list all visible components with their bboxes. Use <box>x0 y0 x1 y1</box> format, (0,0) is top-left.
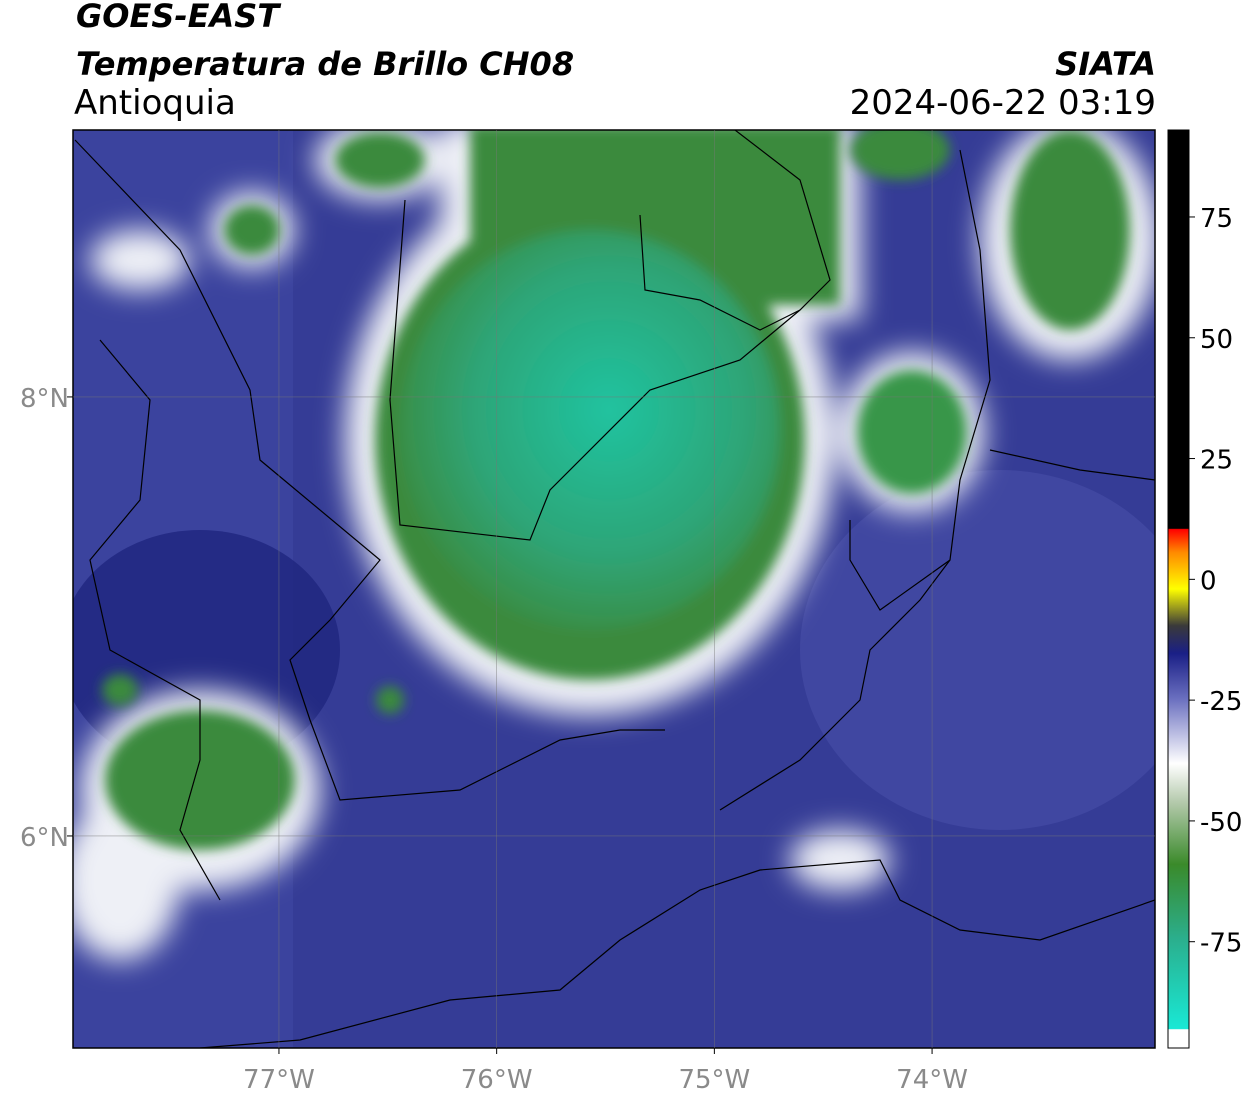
colorbar <box>1167 129 1190 1049</box>
region: Antioquia <box>74 83 236 123</box>
colorbar-tick-label: -25 <box>1200 687 1242 717</box>
colorbar-tick-label: 0 <box>1200 566 1217 596</box>
x-tick-label: 74°W <box>896 1065 968 1095</box>
source: SIATA <box>1055 45 1156 83</box>
map-frame <box>72 129 1156 1049</box>
colorbar-tick-label: 75 <box>1200 204 1233 234</box>
timestamp: 2024-06-22 03:19 <box>849 83 1156 123</box>
title: GOES-EAST <box>76 0 280 35</box>
satellite-image <box>73 130 1155 1048</box>
colorbar-tick-label: 25 <box>1200 446 1233 476</box>
y-tick-label: 8°N <box>20 384 69 414</box>
subtitle: Temperatura de Brillo CH08 <box>76 45 575 83</box>
x-tick-label: 75°W <box>678 1065 750 1095</box>
colorbar-tick-label: -50 <box>1200 808 1242 838</box>
x-tick-label: 77°W <box>243 1065 315 1095</box>
colorbar-tick-label: 50 <box>1200 325 1233 355</box>
x-tick-label: 76°W <box>461 1065 533 1095</box>
colorbar-tick-label: -75 <box>1200 929 1242 959</box>
y-tick-label: 6°N <box>20 823 69 853</box>
